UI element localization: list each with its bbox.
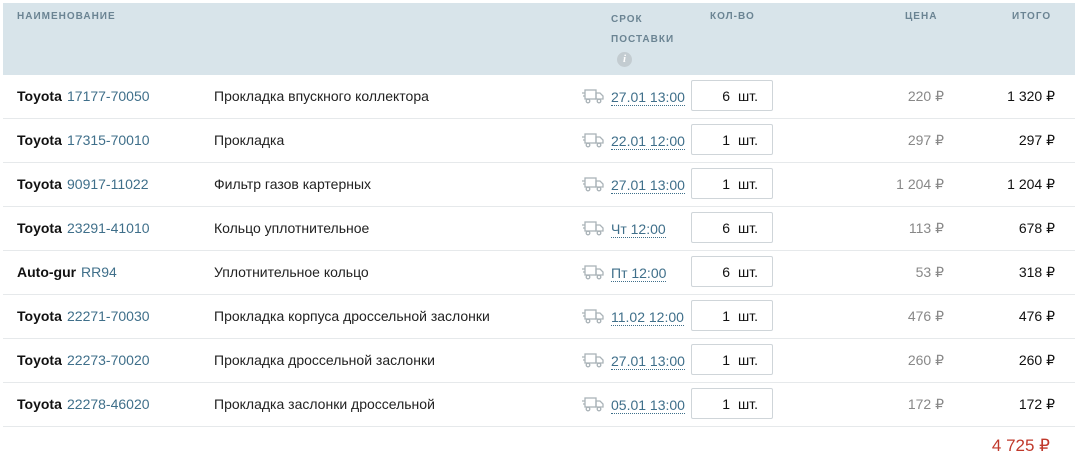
truck-icon: [582, 132, 604, 148]
delivery-date[interactable]: 27.01 13:00: [611, 177, 685, 194]
row-total: 476 ₽: [1018, 308, 1055, 324]
table-header: [3, 3, 1075, 75]
quantity-value: 1: [722, 132, 730, 148]
quantity-unit: шт.: [738, 88, 758, 104]
row-total: 318 ₽: [1018, 264, 1055, 280]
delivery-date[interactable]: 27.01 13:00: [611, 89, 685, 106]
table-row: Toyota 17315-70010 Прокладка 22.01 12:00…: [3, 119, 1075, 163]
quantity-unit: шт.: [738, 220, 758, 236]
truck-icon: [582, 352, 604, 368]
brand: Toyota: [17, 220, 62, 236]
quantity-unit: шт.: [738, 352, 758, 368]
delivery-date[interactable]: 22.01 12:00: [611, 133, 685, 150]
part-number-link[interactable]: 22278-46020: [67, 396, 150, 412]
header-delivery-2: ПОСТАВКИ: [611, 34, 675, 45]
part-description: Уплотнительное кольцо: [214, 264, 369, 280]
quantity-unit: шт.: [738, 308, 758, 324]
grand-total: 4 725 ₽: [991, 436, 1050, 455]
brand: Toyota: [17, 352, 62, 368]
table-row: Toyota 17177-70050 Прокладка впускного к…: [3, 75, 1075, 119]
info-icon[interactable]: i: [617, 52, 632, 67]
quantity-unit: шт.: [738, 396, 758, 412]
truck-icon: [582, 176, 604, 192]
quantity-unit: шт.: [738, 264, 758, 280]
price: 172 ₽: [907, 396, 944, 412]
part-description: Фильтр газов картерных: [214, 176, 372, 192]
delivery-date[interactable]: 05.01 13:00: [611, 397, 685, 414]
quantity-value: 1: [722, 308, 730, 324]
header-delivery-1: СРОК: [611, 14, 643, 25]
part-number-link[interactable]: 17315-70010: [67, 132, 150, 148]
table-row: Toyota 22271-70030 Прокладка корпуса дро…: [3, 295, 1075, 339]
quantity-input[interactable]: 1 шт.: [691, 388, 773, 419]
truck-icon: [582, 220, 604, 236]
price: 260 ₽: [907, 352, 944, 368]
brand: Toyota: [17, 132, 62, 148]
row-total: 172 ₽: [1018, 396, 1055, 412]
brand: Toyota: [17, 176, 62, 192]
price: 297 ₽: [907, 132, 944, 148]
part-number-link[interactable]: RR94: [81, 264, 117, 280]
part-description: Прокладка впускного коллектора: [214, 88, 429, 104]
brand: Toyota: [17, 396, 62, 412]
brand: Auto-gur: [17, 264, 77, 280]
price: 53 ₽: [915, 264, 944, 280]
part-description: Прокладка: [214, 132, 285, 148]
quantity-value: 6: [722, 88, 730, 104]
price: 220 ₽: [907, 88, 944, 104]
truck-icon: [582, 88, 604, 104]
quantity-unit: шт.: [738, 176, 758, 192]
header-name: НАИМЕНОВАНИЕ: [17, 11, 116, 22]
row-total: 297 ₽: [1018, 132, 1055, 148]
table-row: Toyota 22278-46020 Прокладка заслонки др…: [3, 383, 1075, 427]
part-number-link[interactable]: 23291-41010: [67, 220, 150, 236]
table-row: Toyota 90917-11022 Фильтр газов картерны…: [3, 163, 1075, 207]
quantity-value: 1: [722, 176, 730, 192]
price: 113 ₽: [908, 220, 944, 236]
delivery-date[interactable]: Пт 12:00: [611, 265, 667, 282]
price: 476 ₽: [907, 308, 944, 324]
table-row: Toyota 23291-41010 Кольцо уплотнительное…: [3, 207, 1075, 251]
row-total: 260 ₽: [1018, 352, 1055, 368]
quantity-input[interactable]: 6 шт.: [691, 256, 773, 287]
truck-icon: [582, 308, 604, 324]
part-number-link[interactable]: 17177-70050: [67, 88, 150, 104]
part-description: Прокладка дроссельной заслонки: [214, 352, 435, 368]
quantity-input[interactable]: 1 шт.: [691, 344, 773, 375]
truck-icon: [582, 264, 604, 280]
part-number-link[interactable]: 90917-11022: [67, 176, 149, 192]
row-total: 1 204 ₽: [1007, 176, 1055, 192]
delivery-date[interactable]: 11.02 12:00: [611, 309, 684, 326]
part-description: Прокладка корпуса дроссельной заслонки: [214, 308, 490, 324]
part-description: Прокладка заслонки дроссельной: [214, 396, 435, 412]
quantity-value: 6: [722, 220, 730, 236]
quantity-input[interactable]: 6 шт.: [691, 80, 773, 111]
table-row: Auto-gur RR94 Уплотнительное кольцо Пт 1…: [3, 251, 1075, 295]
part-number-link[interactable]: 22273-70020: [67, 352, 150, 368]
delivery-date[interactable]: 27.01 13:00: [611, 353, 685, 370]
table-row: Toyota 22273-70020 Прокладка дроссельной…: [3, 339, 1075, 383]
truck-icon: [582, 396, 604, 412]
quantity-value: 6: [722, 264, 730, 280]
quantity-input[interactable]: 6 шт.: [691, 212, 773, 243]
quantity-input[interactable]: 1 шт.: [691, 124, 773, 155]
row-total: 678 ₽: [1018, 220, 1055, 236]
brand: Toyota: [17, 88, 62, 104]
brand: Toyota: [17, 308, 62, 324]
delivery-date[interactable]: Чт 12:00: [611, 221, 666, 238]
part-number-link[interactable]: 22271-70030: [67, 308, 150, 324]
quantity-unit: шт.: [738, 132, 758, 148]
header-price: ЦЕНА: [905, 11, 938, 22]
price: 1 204 ₽: [896, 176, 944, 192]
quantity-input[interactable]: 1 шт.: [691, 300, 773, 331]
row-total: 1 320 ₽: [1007, 88, 1055, 104]
quantity-value: 1: [722, 396, 730, 412]
quantity-value: 1: [722, 352, 730, 368]
header-qty: КОЛ-ВО: [710, 11, 755, 22]
quantity-input[interactable]: 1 шт.: [691, 168, 773, 199]
header-total: ИТОГО: [1012, 11, 1052, 22]
part-description: Кольцо уплотнительное: [214, 220, 370, 236]
